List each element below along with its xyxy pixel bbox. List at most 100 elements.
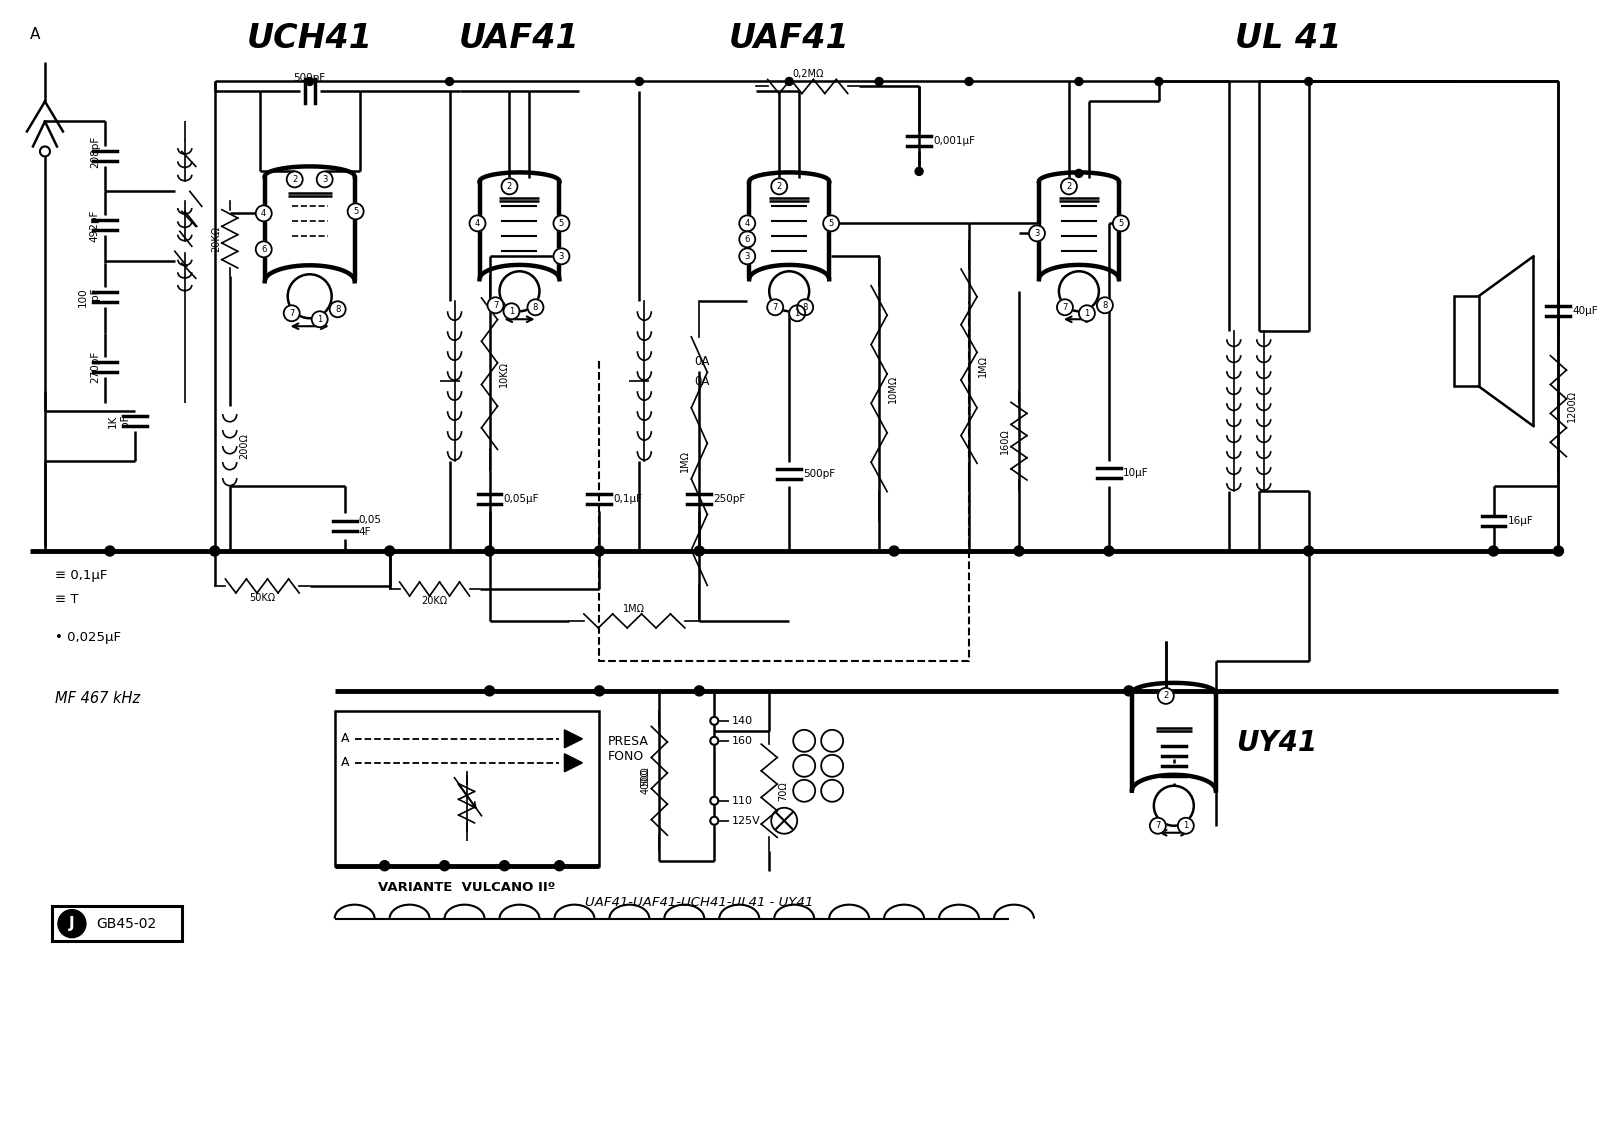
Circle shape: [1058, 300, 1074, 316]
Text: 2: 2: [776, 182, 782, 191]
Text: 2: 2: [1163, 691, 1168, 700]
Text: A: A: [341, 757, 350, 769]
Circle shape: [445, 78, 453, 86]
Text: 7: 7: [493, 301, 498, 310]
Text: 1: 1: [317, 314, 322, 323]
Circle shape: [770, 271, 810, 311]
Text: 8: 8: [533, 303, 538, 312]
Text: MF 467 kHz: MF 467 kHz: [54, 691, 141, 706]
Circle shape: [283, 305, 299, 321]
Circle shape: [1075, 170, 1083, 178]
Bar: [334, 711, 600, 865]
Text: 400Ω: 400Ω: [640, 768, 650, 794]
Text: 3: 3: [322, 175, 328, 184]
Circle shape: [1178, 818, 1194, 834]
Circle shape: [1078, 305, 1094, 321]
Circle shape: [384, 546, 395, 556]
Text: 8: 8: [1102, 301, 1107, 310]
Circle shape: [312, 311, 328, 327]
Circle shape: [1488, 546, 1499, 556]
Circle shape: [1075, 78, 1083, 86]
Text: 0,1μF: 0,1μF: [613, 494, 642, 504]
Circle shape: [768, 300, 784, 316]
Text: 500pF: 500pF: [294, 74, 326, 84]
Text: VARIANTE  VULCANO IIº: VARIANTE VULCANO IIº: [378, 881, 555, 893]
Circle shape: [739, 215, 755, 232]
Text: 4: 4: [475, 218, 480, 227]
Circle shape: [875, 78, 883, 86]
Circle shape: [710, 736, 718, 745]
Text: 160Ω: 160Ω: [1000, 429, 1010, 454]
Text: UL 41: UL 41: [1235, 21, 1342, 54]
Text: 8: 8: [334, 304, 341, 313]
Text: 125V: 125V: [733, 815, 762, 826]
Circle shape: [786, 78, 794, 86]
Text: PRESA
FONO: PRESA FONO: [608, 735, 648, 762]
Text: 7: 7: [290, 309, 294, 318]
Text: 160: 160: [733, 736, 754, 745]
Text: 0A: 0A: [694, 374, 710, 388]
Circle shape: [1114, 215, 1130, 232]
Text: 1MΩ: 1MΩ: [680, 450, 690, 472]
Circle shape: [58, 909, 86, 938]
Text: 5: 5: [354, 207, 358, 216]
Text: 7: 7: [773, 303, 778, 312]
Circle shape: [485, 685, 494, 696]
Text: 1K
pF: 1K pF: [109, 414, 130, 428]
Text: 10MΩ: 10MΩ: [888, 374, 898, 403]
Text: 40μF: 40μF: [1573, 307, 1598, 317]
Circle shape: [288, 275, 331, 318]
Circle shape: [499, 861, 509, 871]
Text: 7: 7: [1155, 821, 1160, 830]
Circle shape: [40, 146, 50, 156]
Circle shape: [286, 172, 302, 188]
Text: 1MΩ: 1MΩ: [978, 355, 989, 378]
Circle shape: [739, 232, 755, 248]
Text: 6: 6: [261, 244, 267, 253]
Circle shape: [739, 249, 755, 265]
Circle shape: [771, 179, 787, 195]
Text: 4: 4: [261, 209, 266, 218]
Text: 4: 4: [744, 218, 750, 227]
Circle shape: [554, 215, 570, 232]
Circle shape: [710, 717, 718, 725]
Text: 1: 1: [1182, 821, 1189, 830]
Text: 3: 3: [744, 252, 750, 261]
Circle shape: [890, 546, 899, 556]
Text: 0,001μF: 0,001μF: [933, 137, 974, 146]
Circle shape: [965, 78, 973, 86]
Text: 140: 140: [733, 716, 754, 726]
Circle shape: [469, 215, 485, 232]
Polygon shape: [565, 753, 582, 771]
Circle shape: [440, 861, 450, 871]
Circle shape: [306, 78, 314, 86]
Text: 200Ω: 200Ω: [238, 433, 248, 459]
Circle shape: [1155, 78, 1163, 86]
Text: J: J: [69, 916, 75, 931]
Circle shape: [1158, 688, 1174, 703]
Circle shape: [789, 305, 805, 321]
Circle shape: [694, 546, 704, 556]
Circle shape: [1554, 546, 1563, 556]
Text: 492pF: 492pF: [90, 209, 99, 242]
Text: A: A: [30, 26, 40, 42]
Circle shape: [694, 685, 704, 696]
Text: 2: 2: [507, 182, 512, 191]
Circle shape: [797, 300, 813, 316]
Text: 5: 5: [1118, 218, 1123, 227]
Circle shape: [554, 249, 570, 265]
Circle shape: [1029, 225, 1045, 241]
Circle shape: [256, 206, 272, 222]
Circle shape: [504, 303, 520, 319]
Text: 16μF: 16μF: [1507, 516, 1533, 526]
Text: 50Ω: 50Ω: [640, 766, 650, 786]
Circle shape: [501, 179, 517, 195]
Circle shape: [330, 301, 346, 318]
Text: 1MΩ: 1MΩ: [624, 604, 645, 614]
Text: 3: 3: [1034, 228, 1040, 238]
Text: 10μF: 10μF: [1123, 468, 1149, 478]
Circle shape: [347, 204, 363, 219]
Circle shape: [210, 546, 219, 556]
Circle shape: [635, 78, 643, 86]
Circle shape: [256, 241, 272, 258]
